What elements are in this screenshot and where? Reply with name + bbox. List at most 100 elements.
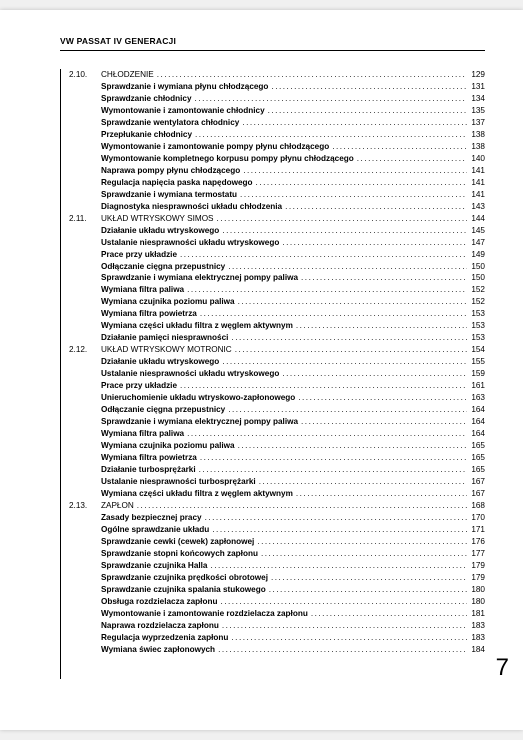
toc-item-row: Regulacja wyprzedzenia zapłonu..........… [61,632,485,644]
leader-dots: ........................................… [219,225,467,237]
toc-item-row: Sprawdzanie i wymiana termostatu........… [61,189,485,201]
leader-dots: ........................................… [197,452,467,464]
item-page: 179 [467,560,485,572]
item-page: 163 [467,392,485,404]
leader-dots: ........................................… [354,153,468,165]
leader-dots: ........................................… [228,632,467,644]
item-title: Sprawdzanie czujnika prędkości obrotowej [101,572,268,584]
item-title: Wymiana czujnika poziomu paliwa [101,440,235,452]
item-page: 150 [467,272,485,284]
toc-item-row: Wymiana części układu filtra z węglem ak… [61,488,485,500]
toc-item-row: Działanie układu wtryskowego............… [61,225,485,237]
toc-item-row: Zasady bezpiecznej pracy................… [61,512,485,524]
item-page: 164 [467,416,485,428]
section-page: 154 [467,344,485,356]
section-title: ZAPŁON [101,500,134,512]
item-title: Prace przy układzie [101,249,177,261]
item-title: Unieruchomienie układu wtryskowo-zapłono… [101,392,295,404]
toc-item-row: Diagnostyka niesprawności układu chłodze… [61,201,485,213]
toc-item-row: Regulacja napięcia paska napędowego.....… [61,177,485,189]
toc-item-row: Wymontowanie i zamontowanie pompy płynu … [61,141,485,153]
toc-item-row: Ustalanie niesprawności turbosprężarki..… [61,476,485,488]
item-title: Ustalanie niesprawności turbosprężarki [101,476,256,488]
toc-item-row: Wymontowanie i zamontowanie chłodnicy...… [61,105,485,117]
item-title: Sprawdzanie i wymiana elektrycznej pompy… [101,272,298,284]
item-page: 159 [467,368,485,380]
item-page: 165 [467,464,485,476]
toc-section-row: 2.11.UKŁAD WTRYSKOWY SIMOS..............… [61,213,485,225]
item-page: 177 [467,548,485,560]
toc-item-row: Unieruchomienie układu wtryskowo-zapłono… [61,392,485,404]
toc-item-row: Działanie układu wtryskowego............… [61,356,485,368]
toc-item-row: Wymiana czujnika poziomu paliwa.........… [61,440,485,452]
leader-dots: ........................................… [268,572,467,584]
leader-dots: ........................................… [266,584,468,596]
item-title: Działanie turbosprężarki [101,464,196,476]
item-title: Wymontowanie i zamontowanie pompy płynu … [101,141,329,153]
toc-item-row: Sprawdzanie wentylatora chłodnicy.......… [61,117,485,129]
item-page: 155 [467,356,485,368]
item-title: Ustalanie niesprawności układu wtryskowe… [101,237,279,249]
item-title: Obsługa rozdzielacza zapłonu [101,596,217,608]
item-title: Wymiana filtra powietrza [101,452,197,464]
section-page: 144 [467,213,485,225]
item-title: Wymontowanie kompletnego korpusu pompy p… [101,153,354,165]
leader-dots: ........................................… [253,177,468,189]
item-page: 153 [467,308,485,320]
item-page: 149 [467,249,485,261]
toc-item-row: Wymiana świec zapłonowych...............… [61,644,485,656]
leader-dots: ........................................… [209,524,467,536]
item-page: 137 [467,117,485,129]
toc-item-row: Prace przy układzie.....................… [61,249,485,261]
section-title: CHŁODZENIE [101,69,154,81]
section-number: 2.13. [61,500,101,512]
toc-section-row: 2.10.CHŁODZENIE.........................… [61,69,485,81]
item-title: Przepłukanie chłodnicy [101,129,192,141]
item-page: 171 [467,524,485,536]
item-title: Sprawdzanie chłodnicy [101,93,192,105]
toc-item-row: Wymontowanie kompletnego korpusu pompy p… [61,153,485,165]
item-title: Ogólne sprawdzanie układu [101,524,209,536]
toc-item-row: Ogólne sprawdzanie układu...............… [61,524,485,536]
toc-item-row: Obsługa rozdzielacza zapłonu............… [61,596,485,608]
leader-dots: ........................................… [228,332,467,344]
item-title: Wymiana części układu filtra z węglem ak… [101,488,293,500]
item-page: 141 [467,177,485,189]
leader-dots: ........................................… [154,69,468,81]
leader-dots: ........................................… [329,141,467,153]
page-header: VW PASSAT IV GENERACJI [60,36,485,51]
page-number: 7 [494,654,511,682]
leader-dots: ........................................… [207,560,467,572]
section-number: 2.11. [61,213,101,225]
item-title: Regulacja napięcia paska napędowego [101,177,253,189]
leader-dots: ........................................… [225,261,467,273]
leader-dots: ........................................… [237,189,467,201]
item-page: 165 [467,440,485,452]
toc-item-row: Wymontowanie i zamontowanie rozdzielacza… [61,608,485,620]
toc-item-row: Przepłukanie chłodnicy..................… [61,129,485,141]
item-page: 152 [467,296,485,308]
item-page: 180 [467,584,485,596]
item-title: Działanie układu wtryskowego [101,356,219,368]
leader-dots: ........................................… [268,81,467,93]
item-page: 135 [467,105,485,117]
toc-item-row: Naprawa pompy płynu chłodzącego.........… [61,165,485,177]
item-page: 180 [467,596,485,608]
leader-dots: ........................................… [184,428,467,440]
leader-dots: ........................................… [279,368,467,380]
toc-item-row: Sprawdzanie czujnika Halla..............… [61,560,485,572]
item-page: 138 [467,141,485,153]
item-page: 141 [467,189,485,201]
toc-item-row: Wymiana czujnika poziomu paliwa.........… [61,296,485,308]
item-title: Wymiana filtra paliwa [101,428,184,440]
toc-item-row: Sprawdzanie stopni końcowych zapłonu....… [61,548,485,560]
item-title: Wymiana świec zapłonowych [101,644,215,656]
item-title: Odłączanie cięgna przepustnicy [101,404,225,416]
item-page: 167 [467,488,485,500]
item-page: 150 [467,261,485,273]
item-title: Sprawdzanie i wymiana płynu chłodzącego [101,81,268,93]
item-title: Sprawdzanie i wymiana termostatu [101,189,237,201]
toc-item-row: Sprawdzanie i wymiana płynu chłodzącego.… [61,81,485,93]
leader-dots: ........................................… [215,644,467,656]
toc-item-row: Działanie turbosprężarki................… [61,464,485,476]
